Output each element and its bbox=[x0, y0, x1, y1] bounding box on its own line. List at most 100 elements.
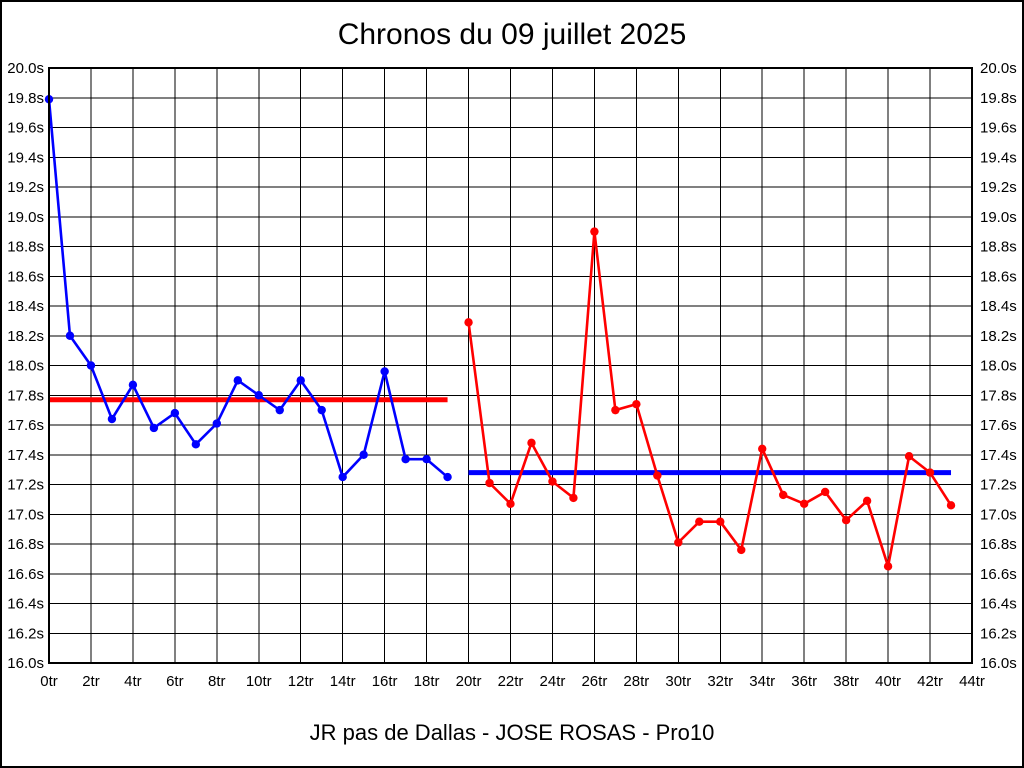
data-point bbox=[296, 376, 305, 385]
data-point bbox=[317, 405, 326, 415]
y-axis-tick-label-left: 16.6s bbox=[7, 566, 44, 583]
x-axis-tick-label: 22tr bbox=[498, 673, 524, 690]
y-axis-tick-label-left: 16.0s bbox=[7, 655, 44, 672]
y-axis-tick-label-right: 19.4s bbox=[980, 149, 1017, 166]
data-point bbox=[716, 517, 725, 526]
y-axis-tick-label-left: 17.8s bbox=[7, 387, 44, 404]
y-axis-tick-label-right: 17.8s bbox=[980, 387, 1017, 404]
y-axis-tick-label-right: 16.8s bbox=[980, 536, 1017, 553]
data-point bbox=[506, 499, 515, 509]
data-point bbox=[527, 438, 536, 448]
data-point bbox=[841, 516, 851, 525]
x-axis-tick-label: 26tr bbox=[581, 673, 607, 690]
data-point bbox=[170, 408, 180, 418]
x-axis-tick-label: 44tr bbox=[959, 673, 985, 690]
y-axis-tick-label-right: 20.0s bbox=[980, 60, 1017, 77]
y-axis-tick-label-right: 19.6s bbox=[980, 120, 1017, 137]
data-point bbox=[674, 538, 683, 547]
y-axis-tick-label-left: 17.4s bbox=[7, 447, 44, 464]
data-point bbox=[653, 471, 662, 480]
data-point bbox=[632, 399, 641, 409]
y-axis-tick-label-right: 17.4s bbox=[980, 447, 1017, 464]
data-point bbox=[590, 227, 599, 236]
data-point bbox=[212, 419, 222, 428]
y-axis-tick-label-left: 19.0s bbox=[7, 209, 44, 226]
x-axis-tick-label: 30tr bbox=[665, 673, 691, 690]
data-point bbox=[799, 499, 809, 509]
y-axis-tick-label-left: 18.2s bbox=[7, 328, 44, 345]
data-point bbox=[422, 455, 431, 464]
y-axis-tick-label-right: 17.2s bbox=[980, 477, 1017, 494]
y-axis-tick-label-left: 20.0s bbox=[7, 60, 44, 77]
data-point bbox=[758, 444, 767, 453]
data-point bbox=[233, 376, 242, 385]
chart-title: Chronos du 09 juillet 2025 bbox=[337, 18, 687, 51]
data-point bbox=[862, 496, 872, 506]
y-axis-tick-label-right: 18.6s bbox=[980, 268, 1017, 285]
y-axis-tick-label-left: 18.6s bbox=[7, 268, 44, 285]
y-axis-tick-label-right: 18.0s bbox=[980, 358, 1017, 375]
data-point bbox=[925, 468, 935, 477]
y-axis-tick-label-right: 18.4s bbox=[980, 298, 1017, 315]
y-axis-tick-label-right: 16.4s bbox=[980, 596, 1017, 613]
x-axis-tick-label: 18tr bbox=[414, 673, 440, 690]
y-axis-tick-label-right: 16.0s bbox=[980, 655, 1017, 672]
x-axis-tick-label: 10tr bbox=[246, 673, 272, 690]
x-axis-tick-label: 34tr bbox=[749, 673, 775, 690]
y-axis-tick-label-right: 19.0s bbox=[980, 209, 1017, 226]
data-point bbox=[883, 562, 893, 571]
x-axis-tick-label: 28tr bbox=[623, 673, 649, 690]
x-axis-tick-label: 24tr bbox=[540, 673, 566, 690]
y-axis-tick-label-left: 18.0s bbox=[7, 358, 44, 375]
data-point bbox=[65, 331, 75, 340]
data-point bbox=[443, 472, 452, 482]
data-point bbox=[737, 545, 746, 555]
data-point bbox=[820, 487, 830, 497]
y-axis-tick-label-right: 16.2s bbox=[980, 625, 1017, 642]
x-axis-tick-label: 20tr bbox=[456, 673, 482, 690]
data-point bbox=[254, 391, 263, 400]
y-axis-tick-label-left: 17.6s bbox=[7, 417, 44, 434]
data-point bbox=[946, 501, 956, 510]
data-point bbox=[611, 405, 620, 415]
series-run-1-blue bbox=[44, 95, 452, 482]
y-axis-tick-label-left: 16.2s bbox=[7, 625, 44, 642]
data-point bbox=[149, 423, 159, 433]
data-point bbox=[86, 361, 96, 370]
y-axis-tick-label-left: 18.8s bbox=[7, 239, 44, 256]
data-point bbox=[401, 455, 410, 464]
y-axis-tick-label-left: 17.0s bbox=[7, 506, 44, 523]
y-axis-tick-label-left: 16.4s bbox=[7, 596, 44, 613]
y-axis-tick-label-left: 18.4s bbox=[7, 298, 44, 315]
y-axis-tick-label-right: 17.0s bbox=[980, 506, 1017, 523]
y-axis-tick-label-right: 19.8s bbox=[980, 90, 1017, 107]
y-axis-tick-label-right: 18.2s bbox=[980, 328, 1017, 345]
data-point bbox=[904, 452, 914, 461]
data-point bbox=[191, 440, 201, 449]
y-axis-tick-label-left: 17.2s bbox=[7, 477, 44, 494]
x-axis-tick-label: 14tr bbox=[330, 673, 356, 690]
y-axis-tick-label-right: 19.2s bbox=[980, 179, 1017, 196]
data-point bbox=[359, 450, 368, 459]
data-point bbox=[107, 414, 117, 424]
data-point bbox=[338, 472, 347, 482]
data-point bbox=[275, 405, 284, 415]
x-axis-tick-label: 0tr bbox=[40, 673, 58, 690]
y-axis-tick-label-left: 19.6s bbox=[7, 120, 44, 137]
x-axis-tick-label: 42tr bbox=[917, 673, 943, 690]
y-axis-tick-label-left: 19.4s bbox=[7, 149, 44, 166]
y-axis-tick-label-right: 17.6s bbox=[980, 417, 1017, 434]
data-point bbox=[695, 517, 704, 526]
x-axis-tick-label: 6tr bbox=[166, 673, 184, 690]
chart-footer-caption: JR pas de Dallas - JOSE ROSAS - Pro10 bbox=[309, 720, 715, 745]
data-point bbox=[380, 367, 389, 376]
x-axis-tick-label: 4tr bbox=[124, 673, 142, 690]
gridlines bbox=[48, 67, 973, 664]
x-axis-tick-label: 32tr bbox=[707, 673, 733, 690]
y-axis-tick-label-right: 16.6s bbox=[980, 566, 1017, 583]
y-axis-tick-label-left: 16.8s bbox=[7, 536, 44, 553]
y-axis-tick-label-left: 19.2s bbox=[7, 179, 44, 196]
data-point bbox=[779, 490, 788, 500]
data-point bbox=[485, 478, 494, 488]
